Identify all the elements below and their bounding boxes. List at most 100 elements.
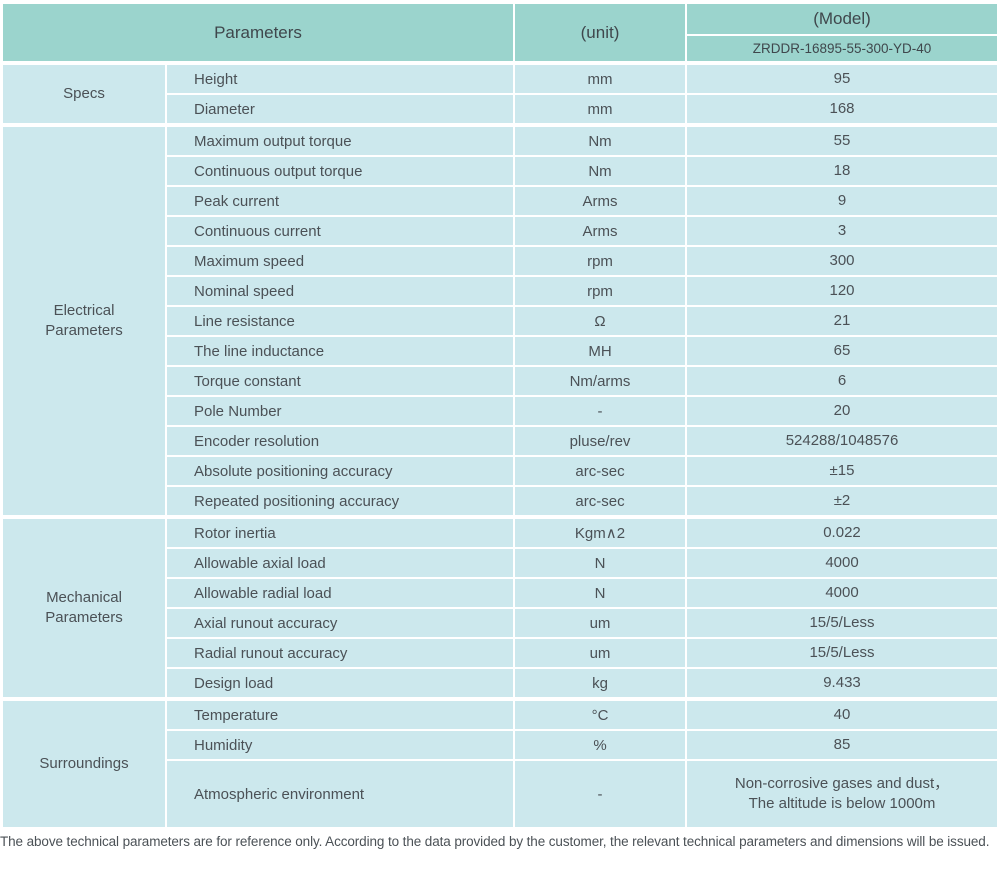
model-number: ZRDDR-16895-55-300-YD-40 xyxy=(687,36,997,61)
unit-cell: Arms xyxy=(515,187,685,215)
section-rows: Maximum output torque Nm 55 Continuous outp… xyxy=(167,127,997,515)
param-cell: Diameter xyxy=(167,95,513,123)
value-cell: 3 xyxy=(687,217,997,245)
section-label: Electrical Parameters xyxy=(3,127,165,515)
table-row: Absolute positioning accuracy arc-sec ±15 xyxy=(167,457,997,485)
table-row: Torque constant Nm/arms 6 xyxy=(167,367,997,395)
param-cell: Peak current xyxy=(167,187,513,215)
unit-cell: arc-sec xyxy=(515,487,685,515)
unit-cell: Nm/arms xyxy=(515,367,685,395)
param-cell: Line resistance xyxy=(167,307,513,335)
value-cell: Non-corrosive gases and dust， The altitu… xyxy=(687,761,997,827)
table-section: Mechanical Parameters Rotor inertia Kgm∧2… xyxy=(3,519,997,697)
unit-cell: % xyxy=(515,731,685,759)
table-row: Humidity% 85 xyxy=(167,731,997,759)
table-section: Surroundings Temperature °C 40 Humidity% 85 A… xyxy=(3,701,997,827)
section-rows: Rotor inertia Kgm∧2 0.022 Allowable axial l… xyxy=(167,519,997,697)
unit-cell: - xyxy=(515,761,685,827)
model-header-label: (Model) xyxy=(687,4,997,34)
table-row: Continuous output torque Nm 18 xyxy=(167,157,997,185)
table-row: Continuous current Arms 3 xyxy=(167,217,997,245)
param-cell: Height xyxy=(167,65,513,93)
unit-cell: - xyxy=(515,397,685,425)
value-cell: 4000 xyxy=(687,579,997,607)
table-row: Height mm 95 xyxy=(167,65,997,93)
section-label: Surroundings xyxy=(3,701,165,827)
value-cell: 20 xyxy=(687,397,997,425)
unit-cell: N xyxy=(515,579,685,607)
table-row: Temperature °C 40 xyxy=(167,701,997,729)
unit-cell: Nm xyxy=(515,157,685,185)
value-cell: 65 xyxy=(687,337,997,365)
unit-cell: Ω xyxy=(515,307,685,335)
parameters-header-cell: Parameters xyxy=(3,4,513,61)
value-cell: 15/5/Less xyxy=(687,609,997,637)
param-cell: Maximum speed xyxy=(167,247,513,275)
model-header-cell: (Model) ZRDDR-16895-55-300-YD-40 xyxy=(687,4,997,61)
unit-cell: Kgm∧2 xyxy=(515,519,685,547)
value-cell: 300 xyxy=(687,247,997,275)
table-row: Repeated positioning accuracy arc-sec ±2 xyxy=(167,487,997,515)
value-cell: ±2 xyxy=(687,487,997,515)
value-cell: 55 xyxy=(687,127,997,155)
section-label: Mechanical Parameters xyxy=(3,519,165,697)
param-cell: Allowable axial load xyxy=(167,549,513,577)
table-row: Atmospheric environment - Non-corrosive ga… xyxy=(167,761,997,827)
value-cell: 168 xyxy=(687,95,997,123)
table-row: Rotor inertia Kgm∧2 0.022 xyxy=(167,519,997,547)
table-row: Nominal speed rpm 120 xyxy=(167,277,997,305)
value-cell: 21 xyxy=(687,307,997,335)
param-cell: Repeated positioning accuracy xyxy=(167,487,513,515)
value-cell: 9.433 xyxy=(687,669,997,697)
table-row: Allowable radial load N 4000 xyxy=(167,579,997,607)
table-section: Specs Height mm 95 Diameter mm 168 xyxy=(3,65,997,123)
unit-cell: rpm xyxy=(515,247,685,275)
table-row: Pole Number -20 xyxy=(167,397,997,425)
table-header: Parameters (unit) (Model) ZRDDR-16895-55… xyxy=(3,4,997,61)
table-row: Diameter mm 168 xyxy=(167,95,997,123)
param-cell: Nominal speed xyxy=(167,277,513,305)
unit-header-cell: (unit) xyxy=(515,4,685,61)
param-cell: Design load xyxy=(167,669,513,697)
spec-table: Parameters (unit) (Model) ZRDDR-16895-55… xyxy=(3,4,997,827)
param-cell: Temperature xyxy=(167,701,513,729)
table-row: Encoder resolution pluse/rev 524288/104857… xyxy=(167,427,997,455)
value-cell: 6 xyxy=(687,367,997,395)
param-cell: Pole Number xyxy=(167,397,513,425)
unit-cell: um xyxy=(515,609,685,637)
value-cell: 4000 xyxy=(687,549,997,577)
unit-cell: N xyxy=(515,549,685,577)
unit-cell: Arms xyxy=(515,217,685,245)
footer-note: The above technical parameters are for r… xyxy=(0,834,990,849)
table-row: The line inductance MH 65 xyxy=(167,337,997,365)
value-cell: 40 xyxy=(687,701,997,729)
unit-cell: mm xyxy=(515,95,685,123)
param-cell: Absolute positioning accuracy xyxy=(167,457,513,485)
value-cell: 95 xyxy=(687,65,997,93)
param-cell: Axial runout accuracy xyxy=(167,609,513,637)
param-cell: Allowable radial load xyxy=(167,579,513,607)
param-cell: Torque constant xyxy=(167,367,513,395)
unit-cell: rpm xyxy=(515,277,685,305)
value-cell: ±15 xyxy=(687,457,997,485)
table-row: Radial runout accuracy um 15/5/Less xyxy=(167,639,997,667)
value-cell: 0.022 xyxy=(687,519,997,547)
table-body: Specs Height mm 95 Diameter mm 168 Electrical… xyxy=(3,65,997,827)
value-cell: 18 xyxy=(687,157,997,185)
param-cell: Continuous output torque xyxy=(167,157,513,185)
param-cell: Continuous current xyxy=(167,217,513,245)
param-cell: Rotor inertia xyxy=(167,519,513,547)
table-row: Maximum output torque Nm 55 xyxy=(167,127,997,155)
unit-cell: Nm xyxy=(515,127,685,155)
table-row: Allowable axial load N 4000 xyxy=(167,549,997,577)
unit-cell: mm xyxy=(515,65,685,93)
unit-cell: arc-sec xyxy=(515,457,685,485)
param-cell: Humidity xyxy=(167,731,513,759)
unit-cell: pluse/rev xyxy=(515,427,685,455)
param-cell: Radial runout accuracy xyxy=(167,639,513,667)
unit-cell: um xyxy=(515,639,685,667)
table-row: Axial runout accuracy um 15/5/Less xyxy=(167,609,997,637)
value-cell: 524288/1048576 xyxy=(687,427,997,455)
value-cell: 15/5/Less xyxy=(687,639,997,667)
